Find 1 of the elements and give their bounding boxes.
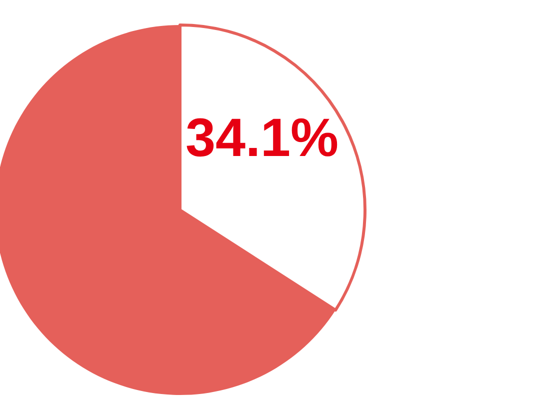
data-label: 34.1%	[185, 108, 339, 168]
